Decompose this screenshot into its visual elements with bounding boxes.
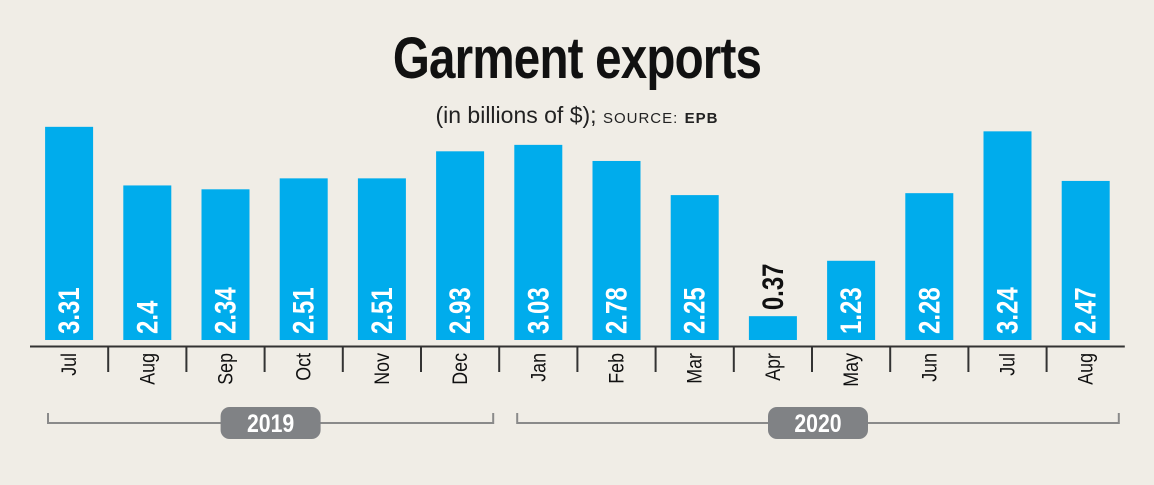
year-label: 2020 bbox=[794, 409, 841, 437]
bar-value-label: 2.93 bbox=[442, 287, 476, 334]
bar-value-label: 2.47 bbox=[1068, 287, 1102, 334]
bar-value-label: 0.37 bbox=[755, 263, 789, 310]
bar bbox=[592, 160, 641, 340]
source-name: EPB bbox=[684, 110, 719, 127]
bar-value-label: 3.03 bbox=[521, 287, 555, 334]
chart-title: Garment exports bbox=[392, 26, 762, 91]
bar bbox=[279, 178, 328, 340]
year-badge bbox=[768, 407, 868, 439]
bar-value-label: 1.23 bbox=[833, 287, 867, 334]
month-label: Mar bbox=[683, 353, 707, 384]
bar bbox=[983, 131, 1032, 340]
chart-subtitle: (in billions of $); SOURCE: EPB bbox=[0, 104, 1154, 127]
bar bbox=[201, 189, 250, 340]
month-label: Dec bbox=[449, 353, 473, 385]
bar-value-label: 2.34 bbox=[208, 287, 242, 334]
year-label: 2019 bbox=[247, 409, 294, 437]
month-label: Jun bbox=[918, 353, 942, 382]
subtitle-units: (in billions of $); bbox=[435, 102, 597, 128]
source-label: SOURCE: bbox=[602, 110, 679, 127]
bar-value-label: 2.28 bbox=[912, 287, 946, 334]
bar-value-label: 3.31 bbox=[51, 287, 85, 334]
bar-value-label: 2.51 bbox=[364, 287, 398, 334]
month-label: Jan bbox=[527, 353, 551, 382]
bar bbox=[123, 185, 172, 340]
year-badge bbox=[220, 407, 321, 439]
month-label: Nov bbox=[371, 353, 395, 385]
bar bbox=[1061, 180, 1110, 340]
bar bbox=[748, 316, 797, 340]
month-label: Aug bbox=[1074, 353, 1098, 385]
month-label: Feb bbox=[605, 353, 629, 384]
bar-value-label: 2.4 bbox=[130, 301, 164, 334]
bar bbox=[827, 260, 876, 340]
month-label: Aug bbox=[136, 353, 160, 385]
bar-value-label: 2.25 bbox=[677, 287, 711, 334]
bar-value-label: 2.51 bbox=[286, 287, 320, 334]
bar bbox=[357, 178, 406, 340]
bar bbox=[436, 151, 485, 340]
month-label: Jul bbox=[58, 353, 82, 376]
bar bbox=[670, 195, 719, 340]
month-label: Apr bbox=[762, 353, 786, 381]
month-label: Sep bbox=[214, 353, 238, 385]
month-label: Oct bbox=[292, 352, 316, 380]
bar-value-label: 2.78 bbox=[599, 287, 633, 334]
bar bbox=[905, 193, 954, 340]
month-label: May bbox=[840, 353, 864, 387]
month-label: Jul bbox=[996, 353, 1020, 376]
bar bbox=[45, 126, 94, 340]
bar-value-label: 3.24 bbox=[990, 287, 1024, 334]
bar bbox=[514, 144, 563, 340]
